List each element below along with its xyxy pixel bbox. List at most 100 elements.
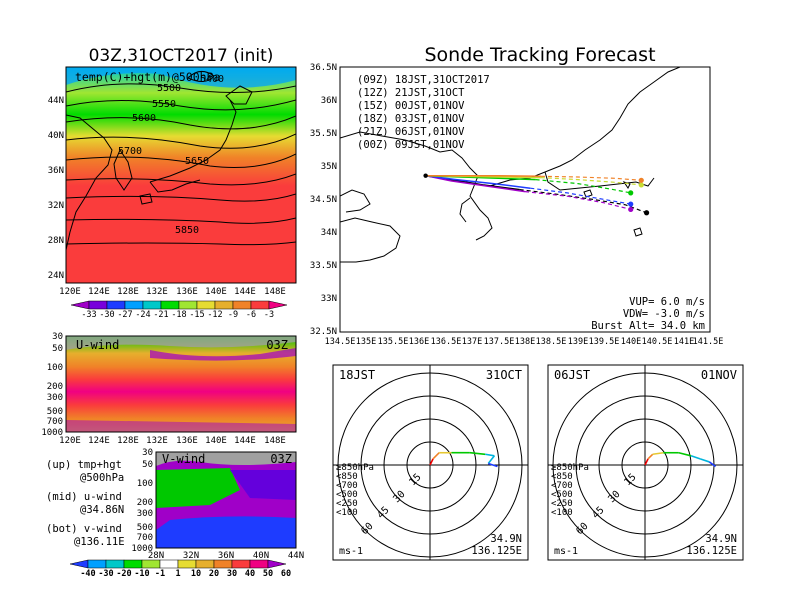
v-lat-tick: 36N [218,551,234,561]
track-landing-point [628,190,634,196]
map-lon-ticks: 120E 124E 128E 132E 136E 140E 144E 148E [59,287,286,297]
track-line-descent [530,187,631,205]
track-lat-tick: 33N [321,294,337,304]
temp-cbar-label: -6 [246,310,256,320]
wind-cbar-label: 40 [245,569,255,579]
track-map-panel: (09Z) 18JST,31OCT2017 (12Z) 21JST,31OCT … [310,63,723,347]
track-lon-tick: 138E [515,337,535,347]
v-p-tick: 500 [137,523,153,533]
temperature-field [66,67,296,283]
v-wind-time: 03Z [270,452,292,466]
track-lon-ticks: 134.5E 135E 135.5E 136E 136.5E 137E 137.… [325,337,724,347]
track-lon-tick: 138.5E [536,337,567,347]
v-wind-panel: V-wind 03Z 30 50 100 200 300 500 700 100… [131,448,304,561]
launch-entry-12z: (12Z) 21JST,31OCT [357,87,465,99]
map-lat-tick: 32N [48,201,64,211]
track-lat-tick: 32.5N [310,327,337,337]
hodograph-segment [487,455,496,464]
track-line-ascent [425,174,531,189]
wind-cbar-label: 50 [263,569,273,579]
map-lon-tick: 132E [146,287,168,297]
v-lat-tick: 32N [183,551,199,561]
u-lon-tick: 128E [117,436,139,446]
v-p-tick: 700 [137,533,153,543]
track-params: VUP= 6.0 m/s VDW= -3.0 m/s Burst Alt= 34… [591,296,705,332]
hodograph-panel-1: 18JST 31OCT 15 30 45 60 ≥850hPa <850 <70… [332,364,529,561]
note-up-line1: (up) tmp+hgt [46,459,122,471]
wind-colorbar-swatch [87,559,107,569]
hodograph-segment [485,453,495,457]
cold-core-shading [66,67,296,88]
u-lon-tick: 136E [176,436,198,446]
temp-colorbar-swatch [88,300,108,310]
launch-entry-18z: (18Z) 03JST,01NOV [357,113,465,125]
temp-colorbar-swatch [124,300,144,310]
u-p-tick: 1000 [41,428,63,438]
v-lat-tick: 40N [253,551,269,561]
temp-colorbar-swatch [250,300,270,310]
track-landing-point [638,177,644,183]
v-p-tick: 30 [142,448,153,458]
hodo-2-lat: 34.9N [705,533,737,545]
hodo-1-legend-lt250: <250 [336,499,358,509]
u-p-tick: 500 [47,407,63,417]
hodograph-panel-2: 06JST 01NOV 15 30 45 60 ≥850hPa <850 <70… [547,364,744,561]
hodograph-segment [678,451,692,457]
u-lon-tick: 124E [88,436,110,446]
hodo-2-time: 06JST [554,368,590,382]
track-lat-tick: 35.5N [310,129,337,139]
u-wind-time: 03Z [266,338,288,352]
launch-entry-00z: (00Z) 09JST,01NOV [357,139,465,151]
u-wind-frame [65,335,297,433]
track-landing-point [643,210,650,216]
track-line-descent [535,179,631,194]
hodo-1-legend: ≥850hPa <850 <700 <500 <250 <100 [336,463,374,518]
hodo-2-unit: ms-1 [554,546,578,557]
map-lon-tick: 144E [234,287,256,297]
map-lon-tick: 140E [205,287,227,297]
hodo-2-legend-850: ≥850hPa [551,463,589,473]
map-overlay-label: temp(C)+hgt(m)@500hPa [75,70,220,84]
map-lat-tick: 24N [48,271,64,281]
contour-labels: 5400 5500 5550 5600 5700 5650 5850 [118,74,224,236]
temp-colorbar-swatch [196,300,216,310]
temp-colorbar-swatch [178,300,198,310]
hodograph-segment [647,453,654,460]
map-lon-tick: 124E [88,287,110,297]
hodo-2-legend-lt100: <100 [551,508,573,518]
contour-label-5700: 5700 [118,146,142,157]
u-p-tick: 700 [47,417,63,427]
v-lat-tick: 28N [148,551,164,561]
hodo-1-unit: ms-1 [339,546,363,557]
u-wind-title: U-wind [76,338,119,352]
height-contours [66,71,296,246]
panel-legend-notes: (up) tmp+hgt @500hPa (mid) u-wind @34.86… [46,459,125,548]
hodograph-segment [699,458,710,463]
u-p-tick: 30 [52,332,63,342]
hodograph-segment [469,451,486,456]
sonde-track-lines [423,173,650,216]
temp-cbar-label: -18 [171,310,186,320]
note-bot-line2: @136.11E [74,536,125,548]
wind-colorbar-swatch [249,559,269,569]
track-lon-tick: 137.5E [484,337,515,347]
u-wind-field [66,336,296,432]
temp-colorbar-swatch [214,300,234,310]
wind-colorbar-swatch [267,559,287,569]
u-p-tick: 200 [47,382,63,392]
hodo-1-lon: 136.125E [471,545,522,557]
track-lat-tick: 34.5N [310,195,337,205]
track-lat-tick: 33.5N [310,261,337,271]
contour-label-5550: 5550 [152,99,176,110]
map-lon-tick: 136E [176,287,198,297]
temp-colorbar-swatch [268,300,288,310]
u-wind-lon-ticks: 120E 124E 128E 132E 136E 140E 144E 148E [59,436,286,446]
hodograph-segment [690,455,701,460]
contour-label-5650: 5650 [185,156,209,167]
contour-label-5500: 5500 [157,83,181,94]
track-lat-tick: 36N [321,96,337,106]
contour-label-5600: 5600 [132,113,156,124]
u-wind-jet-core [150,348,296,361]
wind-cbar-label: -30 [98,569,113,579]
temp-colorbar-swatch [142,300,162,310]
